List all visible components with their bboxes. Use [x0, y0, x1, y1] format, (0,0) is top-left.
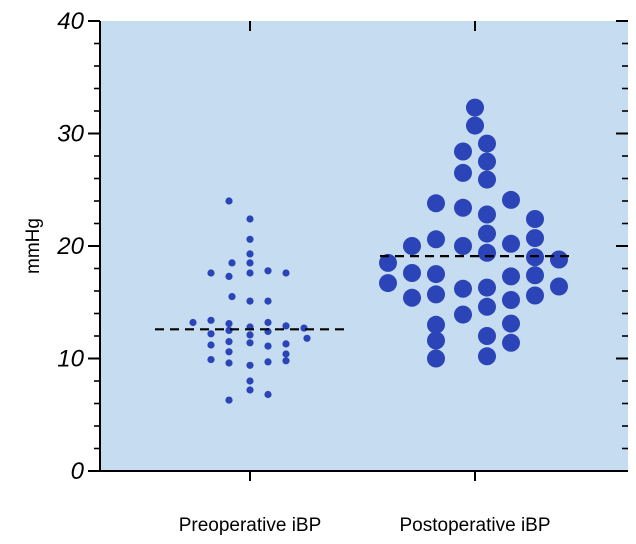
data-point	[403, 237, 421, 255]
axes-layer	[88, 20, 628, 481]
data-point	[282, 340, 290, 348]
data-point	[502, 190, 520, 209]
data-point	[550, 277, 568, 296]
data-point	[225, 320, 233, 328]
data-point	[478, 278, 496, 297]
data-point	[478, 224, 496, 243]
data-point	[478, 327, 496, 345]
y-tick-label: 20	[56, 233, 84, 260]
data-point	[246, 269, 254, 277]
data-point	[282, 357, 290, 365]
data-point	[427, 331, 445, 350]
data-point	[454, 279, 472, 298]
data-point	[207, 356, 215, 364]
data-point	[246, 259, 254, 267]
data-point	[526, 229, 544, 248]
data-point	[379, 274, 397, 293]
data-point	[427, 349, 445, 368]
data-point	[502, 314, 520, 333]
y-axis-title: mmHg	[23, 218, 44, 274]
data-point	[300, 324, 308, 332]
y-tick-label: 40	[57, 8, 84, 35]
data-point	[478, 170, 496, 189]
data-point	[403, 288, 421, 307]
data-point	[225, 396, 233, 404]
data-point	[466, 98, 484, 117]
data-point	[207, 316, 215, 324]
y-tick-label: 10	[57, 346, 84, 373]
data-point	[225, 359, 233, 367]
data-point	[427, 230, 445, 249]
series-layer	[189, 98, 568, 404]
data-point	[550, 250, 568, 269]
label-layer: 0 10 20 30 40 Preoperative iBP Postoperative i…	[56, 8, 550, 536]
plot-background	[100, 21, 628, 471]
data-point	[478, 134, 496, 153]
data-point	[264, 342, 272, 350]
data-point	[303, 334, 311, 342]
data-point	[502, 267, 520, 286]
data-point	[478, 243, 496, 262]
data-point	[228, 293, 236, 301]
data-point	[478, 347, 496, 366]
y-tick-label: 30	[57, 121, 84, 148]
series-group-1	[189, 197, 311, 404]
data-point	[454, 305, 472, 324]
data-point	[246, 250, 254, 258]
data-point	[478, 152, 496, 171]
data-point	[207, 330, 215, 338]
data-point	[478, 297, 496, 316]
series-group-2	[379, 98, 568, 368]
y-tick-label: 0	[71, 458, 85, 485]
data-point	[264, 267, 272, 275]
data-point	[454, 163, 472, 182]
x-category-label: Postoperative iBP	[399, 515, 550, 536]
data-point	[466, 116, 484, 135]
data-point	[403, 264, 421, 282]
data-point	[264, 297, 272, 305]
data-point	[225, 272, 233, 280]
data-point	[282, 322, 290, 330]
median-layer	[155, 255, 570, 331]
data-point	[246, 386, 254, 394]
data-point	[526, 248, 544, 267]
data-point	[246, 297, 254, 305]
data-point	[427, 194, 445, 213]
data-point	[246, 215, 254, 223]
data-point	[282, 350, 290, 358]
data-point	[502, 333, 520, 352]
data-point	[264, 318, 272, 327]
data-point	[246, 361, 254, 369]
data-point	[454, 142, 472, 161]
data-point	[246, 377, 254, 385]
data-point	[502, 234, 520, 253]
data-point	[246, 339, 254, 347]
data-point	[427, 285, 445, 304]
data-point	[246, 235, 254, 243]
data-point	[282, 269, 290, 277]
data-point	[502, 291, 520, 309]
data-point	[225, 348, 233, 356]
data-point	[379, 253, 397, 272]
data-point	[526, 210, 544, 228]
data-point	[526, 266, 544, 285]
x-category-label: Preoperative iBP	[179, 515, 322, 536]
data-point	[225, 338, 233, 346]
data-point	[189, 318, 197, 327]
data-point	[427, 315, 445, 334]
data-point	[478, 205, 496, 224]
data-point	[454, 237, 472, 255]
data-point	[207, 269, 215, 277]
data-point	[264, 358, 272, 366]
data-point	[526, 286, 544, 305]
data-point	[246, 331, 254, 339]
data-point	[207, 341, 215, 349]
data-point	[264, 390, 272, 399]
data-point	[427, 265, 445, 284]
data-point	[454, 198, 472, 217]
data-point	[228, 259, 236, 267]
data-point	[225, 197, 233, 205]
